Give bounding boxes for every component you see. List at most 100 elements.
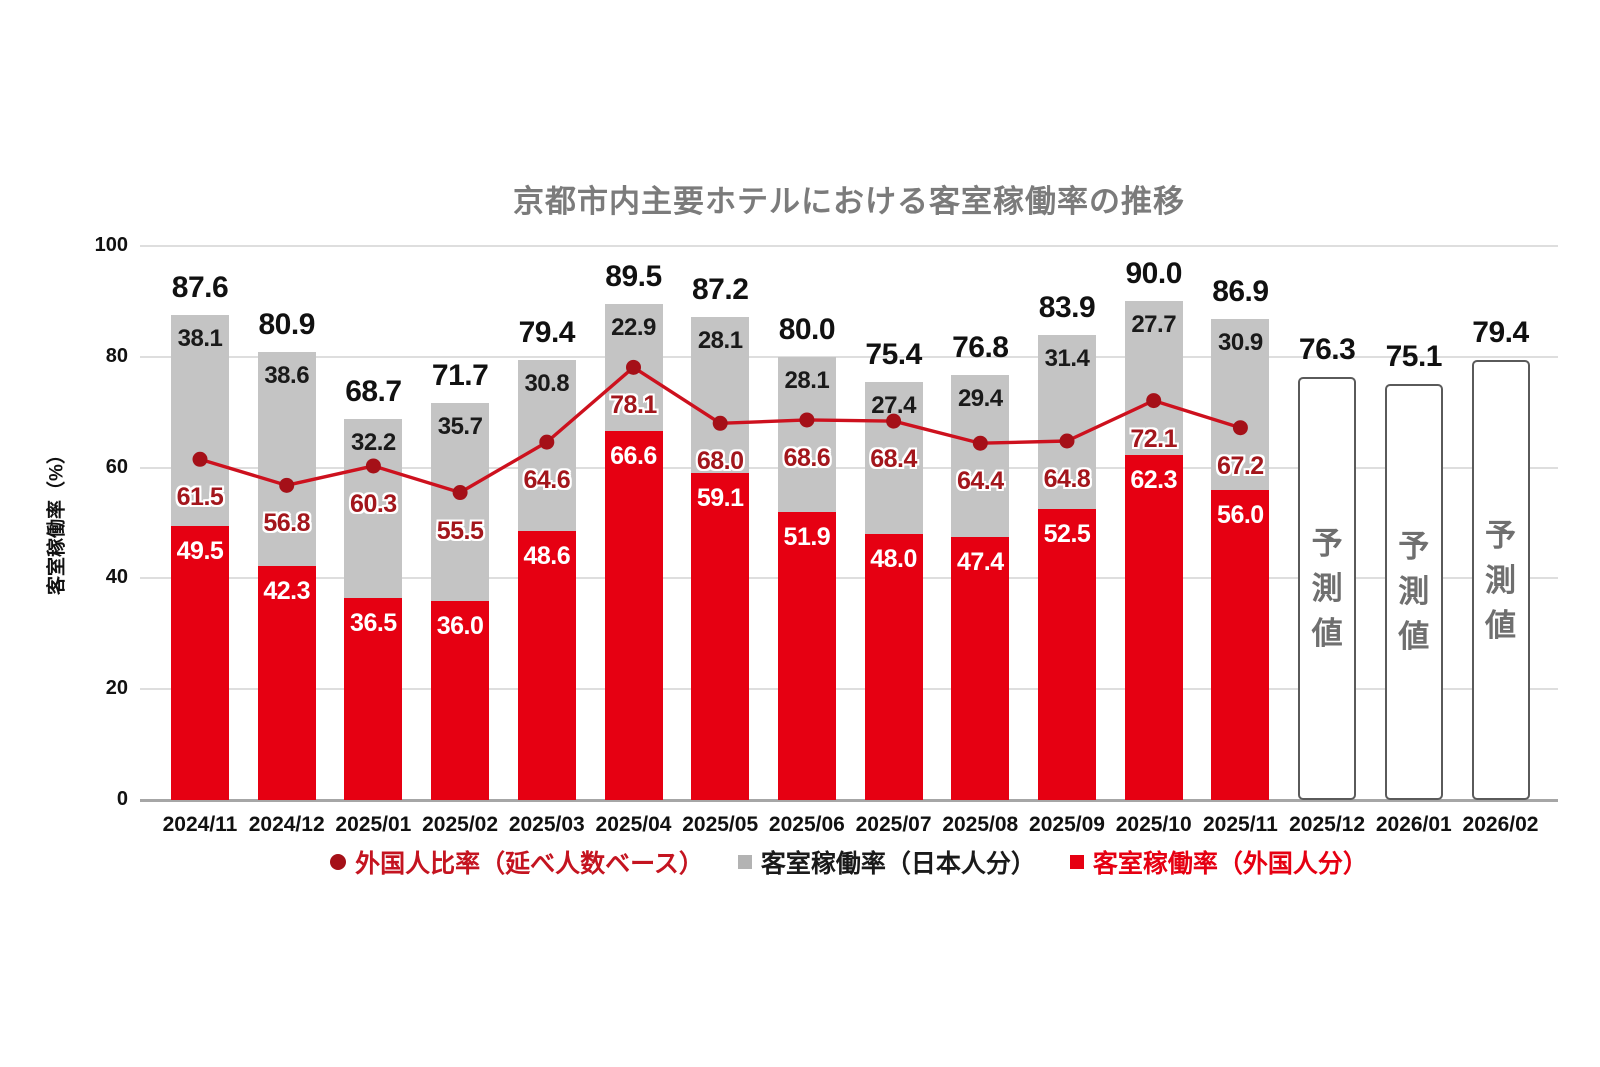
forecast-bar-label: 予 xyxy=(1398,529,1430,565)
bar-total-label: 76.8 xyxy=(952,330,1009,364)
line-point-value-label: 68.4 xyxy=(870,445,917,474)
bar-foreign-value-label: 47.4 xyxy=(956,548,1004,577)
legend-item-occupancy-japanese: 客室稼働率（日本人分） xyxy=(737,844,1036,880)
forecast-bar-label: 値 xyxy=(1311,616,1343,652)
x-tick-label: 2026/02 xyxy=(1462,813,1539,836)
x-tick-label: 2025/04 xyxy=(595,813,672,836)
x-tick-label: 2025/02 xyxy=(422,813,499,836)
line-point-value-label: 68.6 xyxy=(783,443,831,472)
x-tick-label: 2025/07 xyxy=(855,813,932,836)
line-point-value-label: 55.5 xyxy=(436,516,484,545)
bar-japanese-segment xyxy=(777,356,836,513)
bar-japanese-value-label: 30.8 xyxy=(524,370,570,398)
bar-total-label: 87.6 xyxy=(171,270,229,304)
bar-foreign-segment xyxy=(1038,509,1096,800)
x-tick-label: 2025/03 xyxy=(508,813,585,836)
bar-japanese-value-label: 28.1 xyxy=(697,326,743,354)
bar-japanese-segment xyxy=(691,316,750,473)
bar-foreign-value-label: 56.0 xyxy=(1217,500,1264,529)
line-point-value-label: 78.1 xyxy=(610,391,657,420)
x-tick-label: 2025/06 xyxy=(768,813,845,836)
forecast-bar: 予測値 xyxy=(1384,383,1443,800)
bar-japanese-value-label: 35.7 xyxy=(437,412,483,440)
legend-item-occupancy-foreign: 客室稼働率（外国人分） xyxy=(1069,844,1368,880)
bar-foreign-value-label: 52.5 xyxy=(1043,520,1091,549)
bar-japanese-segment xyxy=(171,314,229,526)
gridline xyxy=(140,245,1558,247)
legend-label: 客室稼働率（日本人分） xyxy=(760,850,1036,878)
bar-total-label: 79.4 xyxy=(1472,316,1529,350)
bar-total-label: 75.4 xyxy=(865,338,922,372)
x-tick-label: 2024/11 xyxy=(162,813,238,836)
bar-foreign-value-label: 62.3 xyxy=(1130,465,1178,494)
gridline xyxy=(140,466,1558,469)
forecast-bar-label: 測 xyxy=(1485,562,1516,598)
x-tick-label: 2025/10 xyxy=(1115,813,1192,836)
x-tick-label: 2025/01 xyxy=(335,813,412,836)
bar-total-label: 80.9 xyxy=(258,307,315,341)
line-series-marker-icon xyxy=(330,854,347,870)
bar-japanese-value-label: 31.4 xyxy=(1044,345,1090,373)
forecast-bar-label: 測 xyxy=(1311,571,1343,607)
line-marker xyxy=(1059,433,1075,449)
line-marker xyxy=(452,485,468,501)
bar-foreign-value-label: 36.5 xyxy=(350,608,397,637)
legend-label: 外国人比率（延べ人数ベース） xyxy=(355,850,704,878)
line-marker xyxy=(365,458,381,474)
bar-japanese-value-label: 27.7 xyxy=(1131,311,1177,339)
bar-foreign-segment xyxy=(257,565,316,800)
y-tick-label: 0 xyxy=(116,788,128,810)
line-marker xyxy=(1146,393,1162,409)
bar-foreign-segment xyxy=(1124,454,1183,800)
bar-japanese-segment xyxy=(257,351,316,566)
x-tick-label: 2025/08 xyxy=(942,813,1019,836)
bar-foreign-segment xyxy=(691,472,750,800)
line-marker xyxy=(886,413,902,429)
line-marker xyxy=(192,451,208,467)
bar-foreign-segment xyxy=(344,597,403,800)
chart-legend: 外国人比率（延べ人数ベース） 客室稼働率（日本人分） 客室稼働率（外国人分） xyxy=(140,844,1558,880)
forecast-bar-label: 予 xyxy=(1311,526,1343,562)
x-tick-label: 2026/01 xyxy=(1375,813,1452,836)
line-marker xyxy=(799,412,815,428)
line-point-value-label: 72.1 xyxy=(1130,424,1178,453)
line-point-value-label: 68.0 xyxy=(696,447,744,476)
line-point-value-label: 61.5 xyxy=(176,483,224,512)
line-point-value-label: 60.3 xyxy=(350,489,397,518)
line-point-value-label: 64.6 xyxy=(523,466,571,495)
bar-japanese-segment xyxy=(344,419,403,598)
bar-japanese-value-label: 30.9 xyxy=(1218,328,1263,356)
gridline xyxy=(140,577,1558,580)
forecast-bar-label: 値 xyxy=(1485,607,1516,643)
bar-japanese-segment xyxy=(431,402,490,601)
bar-foreign-segment xyxy=(777,512,836,800)
bar-japanese-value-label: 27.4 xyxy=(871,392,916,420)
bar-total-label: 75.1 xyxy=(1385,339,1443,373)
bar-foreign-value-label: 66.6 xyxy=(610,442,657,471)
bar-japanese-segment xyxy=(1038,335,1096,510)
y-tick-label: 80 xyxy=(105,344,128,367)
line-marker xyxy=(539,434,555,450)
plot-area: 38.1 49.5 61.5 87.6 38.6 42.3 56.8 80.9 32.2 36.5… xyxy=(140,245,1558,802)
bar-japanese-value-label: 38.6 xyxy=(264,361,310,389)
legend-item-foreigner-ratio: 外国人比率（延べ人数ベース） xyxy=(330,844,704,880)
gridline xyxy=(140,355,1558,358)
bar-japanese-value-label: 28.1 xyxy=(784,366,830,394)
bar-total-label: 79.4 xyxy=(518,316,576,350)
line-marker xyxy=(626,359,641,375)
bar-foreign-segment xyxy=(951,537,1010,800)
bar-foreign-segment xyxy=(171,525,229,800)
bar-total-label: 87.2 xyxy=(691,272,749,306)
forecast-bar-label: 値 xyxy=(1398,619,1430,655)
bar-total-label: 83.9 xyxy=(1038,291,1096,325)
bar-japanese-value-label: 29.4 xyxy=(957,384,1003,412)
forecast-bar-label: 測 xyxy=(1398,574,1430,610)
bar-japanese-segment xyxy=(1211,318,1270,490)
y-tick-label: 100 xyxy=(94,234,128,256)
bar-total-label: 89.5 xyxy=(605,260,662,294)
bar-japanese-segment xyxy=(951,374,1010,538)
line-marker xyxy=(712,415,728,431)
bar-japanese-segment xyxy=(1124,301,1183,455)
y-tick-label: 20 xyxy=(105,677,128,700)
red-bar-series-marker-icon xyxy=(1069,855,1084,869)
